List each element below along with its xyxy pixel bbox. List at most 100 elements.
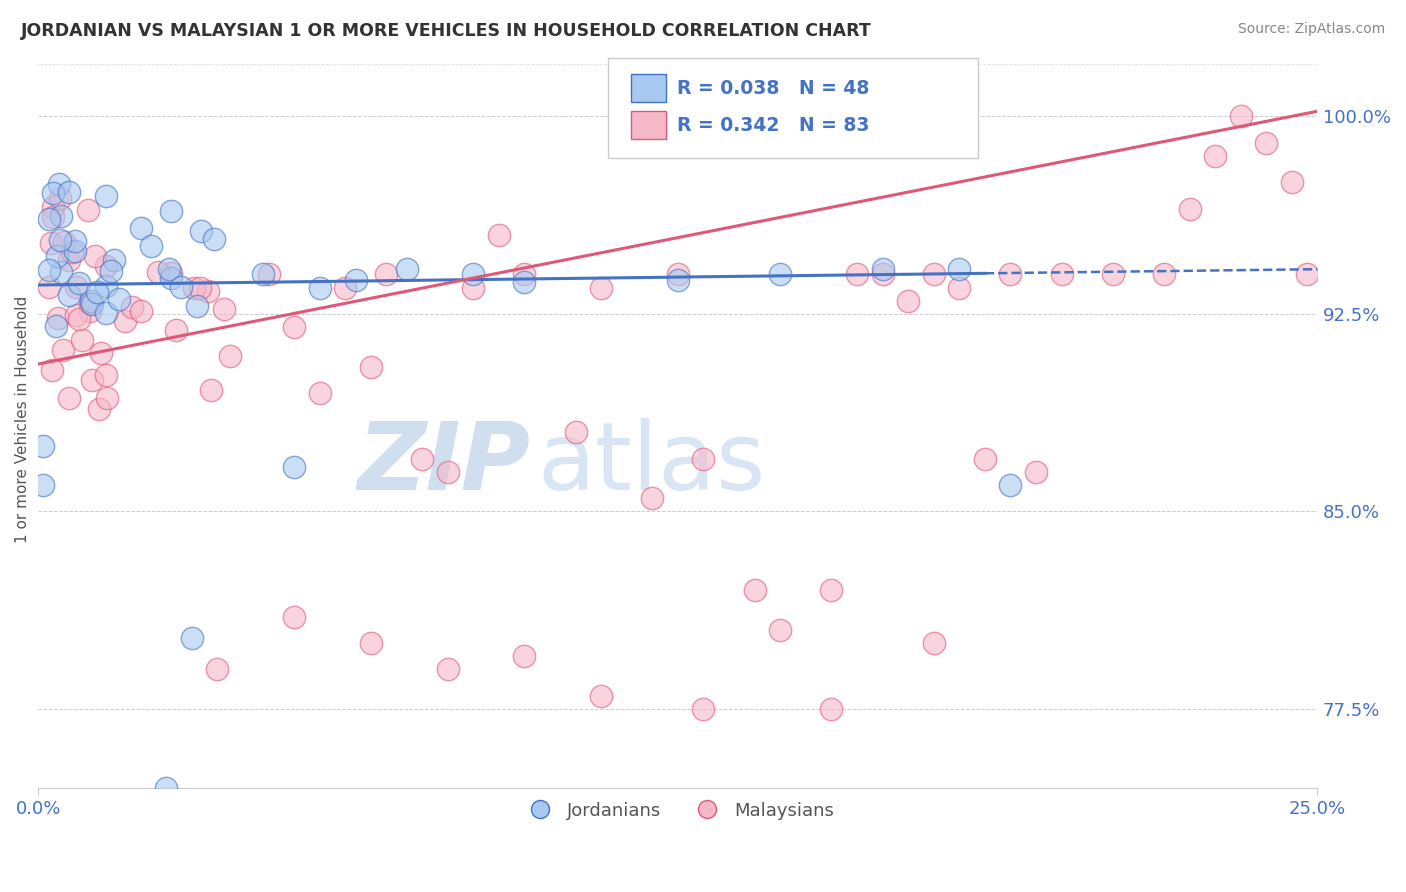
Point — [96, 391, 118, 405]
Point — [82, 297, 104, 311]
Point — [46, 311, 69, 326]
Text: R = 0.342   N = 83: R = 0.342 N = 83 — [676, 116, 869, 135]
Point — [820, 702, 842, 716]
Point — [252, 268, 274, 282]
Point — [165, 323, 187, 337]
Point — [94, 306, 117, 320]
Point — [1296, 268, 1319, 282]
Point — [65, 234, 87, 248]
Point — [1204, 149, 1226, 163]
Point — [488, 227, 510, 242]
Point — [283, 320, 305, 334]
Point — [58, 185, 80, 199]
Point — [641, 491, 664, 506]
Point — [1000, 478, 1022, 492]
Point — [45, 319, 67, 334]
FancyBboxPatch shape — [607, 58, 979, 158]
Point — [65, 308, 87, 322]
Point — [42, 186, 65, 200]
Point — [692, 702, 714, 716]
Point — [744, 583, 766, 598]
Point — [513, 268, 536, 282]
Point — [80, 373, 103, 387]
Point — [1229, 110, 1251, 124]
Point — [58, 288, 80, 302]
Text: ZIP: ZIP — [359, 417, 531, 509]
Point — [38, 212, 60, 227]
Point — [94, 259, 117, 273]
Point — [212, 301, 235, 316]
Point — [169, 280, 191, 294]
Point — [38, 280, 60, 294]
Point — [96, 188, 118, 202]
Point — [42, 210, 65, 224]
Point — [80, 294, 103, 309]
Point — [129, 304, 152, 318]
Point — [121, 301, 143, 315]
Point — [973, 451, 995, 466]
Point — [49, 233, 72, 247]
Point — [846, 268, 869, 282]
Point — [360, 359, 382, 374]
Text: atlas: atlas — [537, 417, 765, 509]
Point — [141, 239, 163, 253]
Point — [96, 368, 118, 382]
Point — [38, 263, 60, 277]
Point — [76, 202, 98, 217]
Point — [897, 293, 920, 308]
Point — [344, 273, 367, 287]
Point — [190, 224, 212, 238]
Point — [436, 662, 458, 676]
Point — [52, 235, 75, 249]
Point — [591, 689, 613, 703]
Point — [89, 401, 111, 416]
Point — [200, 383, 222, 397]
Point — [308, 386, 330, 401]
Point — [202, 232, 225, 246]
Point — [49, 265, 72, 279]
Point — [591, 280, 613, 294]
Point — [513, 276, 536, 290]
Point — [58, 253, 80, 268]
Point — [1101, 268, 1123, 282]
Point — [157, 262, 180, 277]
Text: Source: ZipAtlas.com: Source: ZipAtlas.com — [1237, 22, 1385, 37]
Point — [197, 285, 219, 299]
Point — [39, 235, 62, 250]
Bar — [630, 112, 666, 139]
Bar — [630, 74, 666, 103]
Point — [183, 281, 205, 295]
Point — [1178, 202, 1201, 216]
Point — [308, 280, 330, 294]
Point — [1153, 268, 1175, 282]
Point — [872, 262, 894, 277]
Point — [564, 425, 586, 440]
Point — [948, 280, 970, 294]
Point — [1281, 175, 1303, 189]
Point — [90, 346, 112, 360]
Point — [84, 249, 107, 263]
Point — [65, 280, 87, 294]
Point — [70, 333, 93, 347]
Legend: Jordanians, Malaysians: Jordanians, Malaysians — [515, 794, 841, 827]
Point — [436, 465, 458, 479]
Point — [948, 262, 970, 277]
Point — [463, 268, 485, 282]
Point — [360, 636, 382, 650]
Point — [1256, 136, 1278, 150]
Point — [51, 209, 73, 223]
Point — [186, 299, 208, 313]
Point — [32, 478, 55, 492]
Point — [820, 583, 842, 598]
Text: R = 0.038   N = 48: R = 0.038 N = 48 — [676, 78, 869, 98]
Point — [79, 303, 101, 318]
Point — [159, 266, 181, 280]
Point — [48, 191, 70, 205]
Point — [67, 312, 90, 326]
Point — [922, 268, 945, 282]
Point — [257, 268, 280, 282]
Point — [129, 221, 152, 235]
Point — [219, 349, 242, 363]
Point — [872, 268, 894, 282]
Point — [52, 343, 75, 357]
